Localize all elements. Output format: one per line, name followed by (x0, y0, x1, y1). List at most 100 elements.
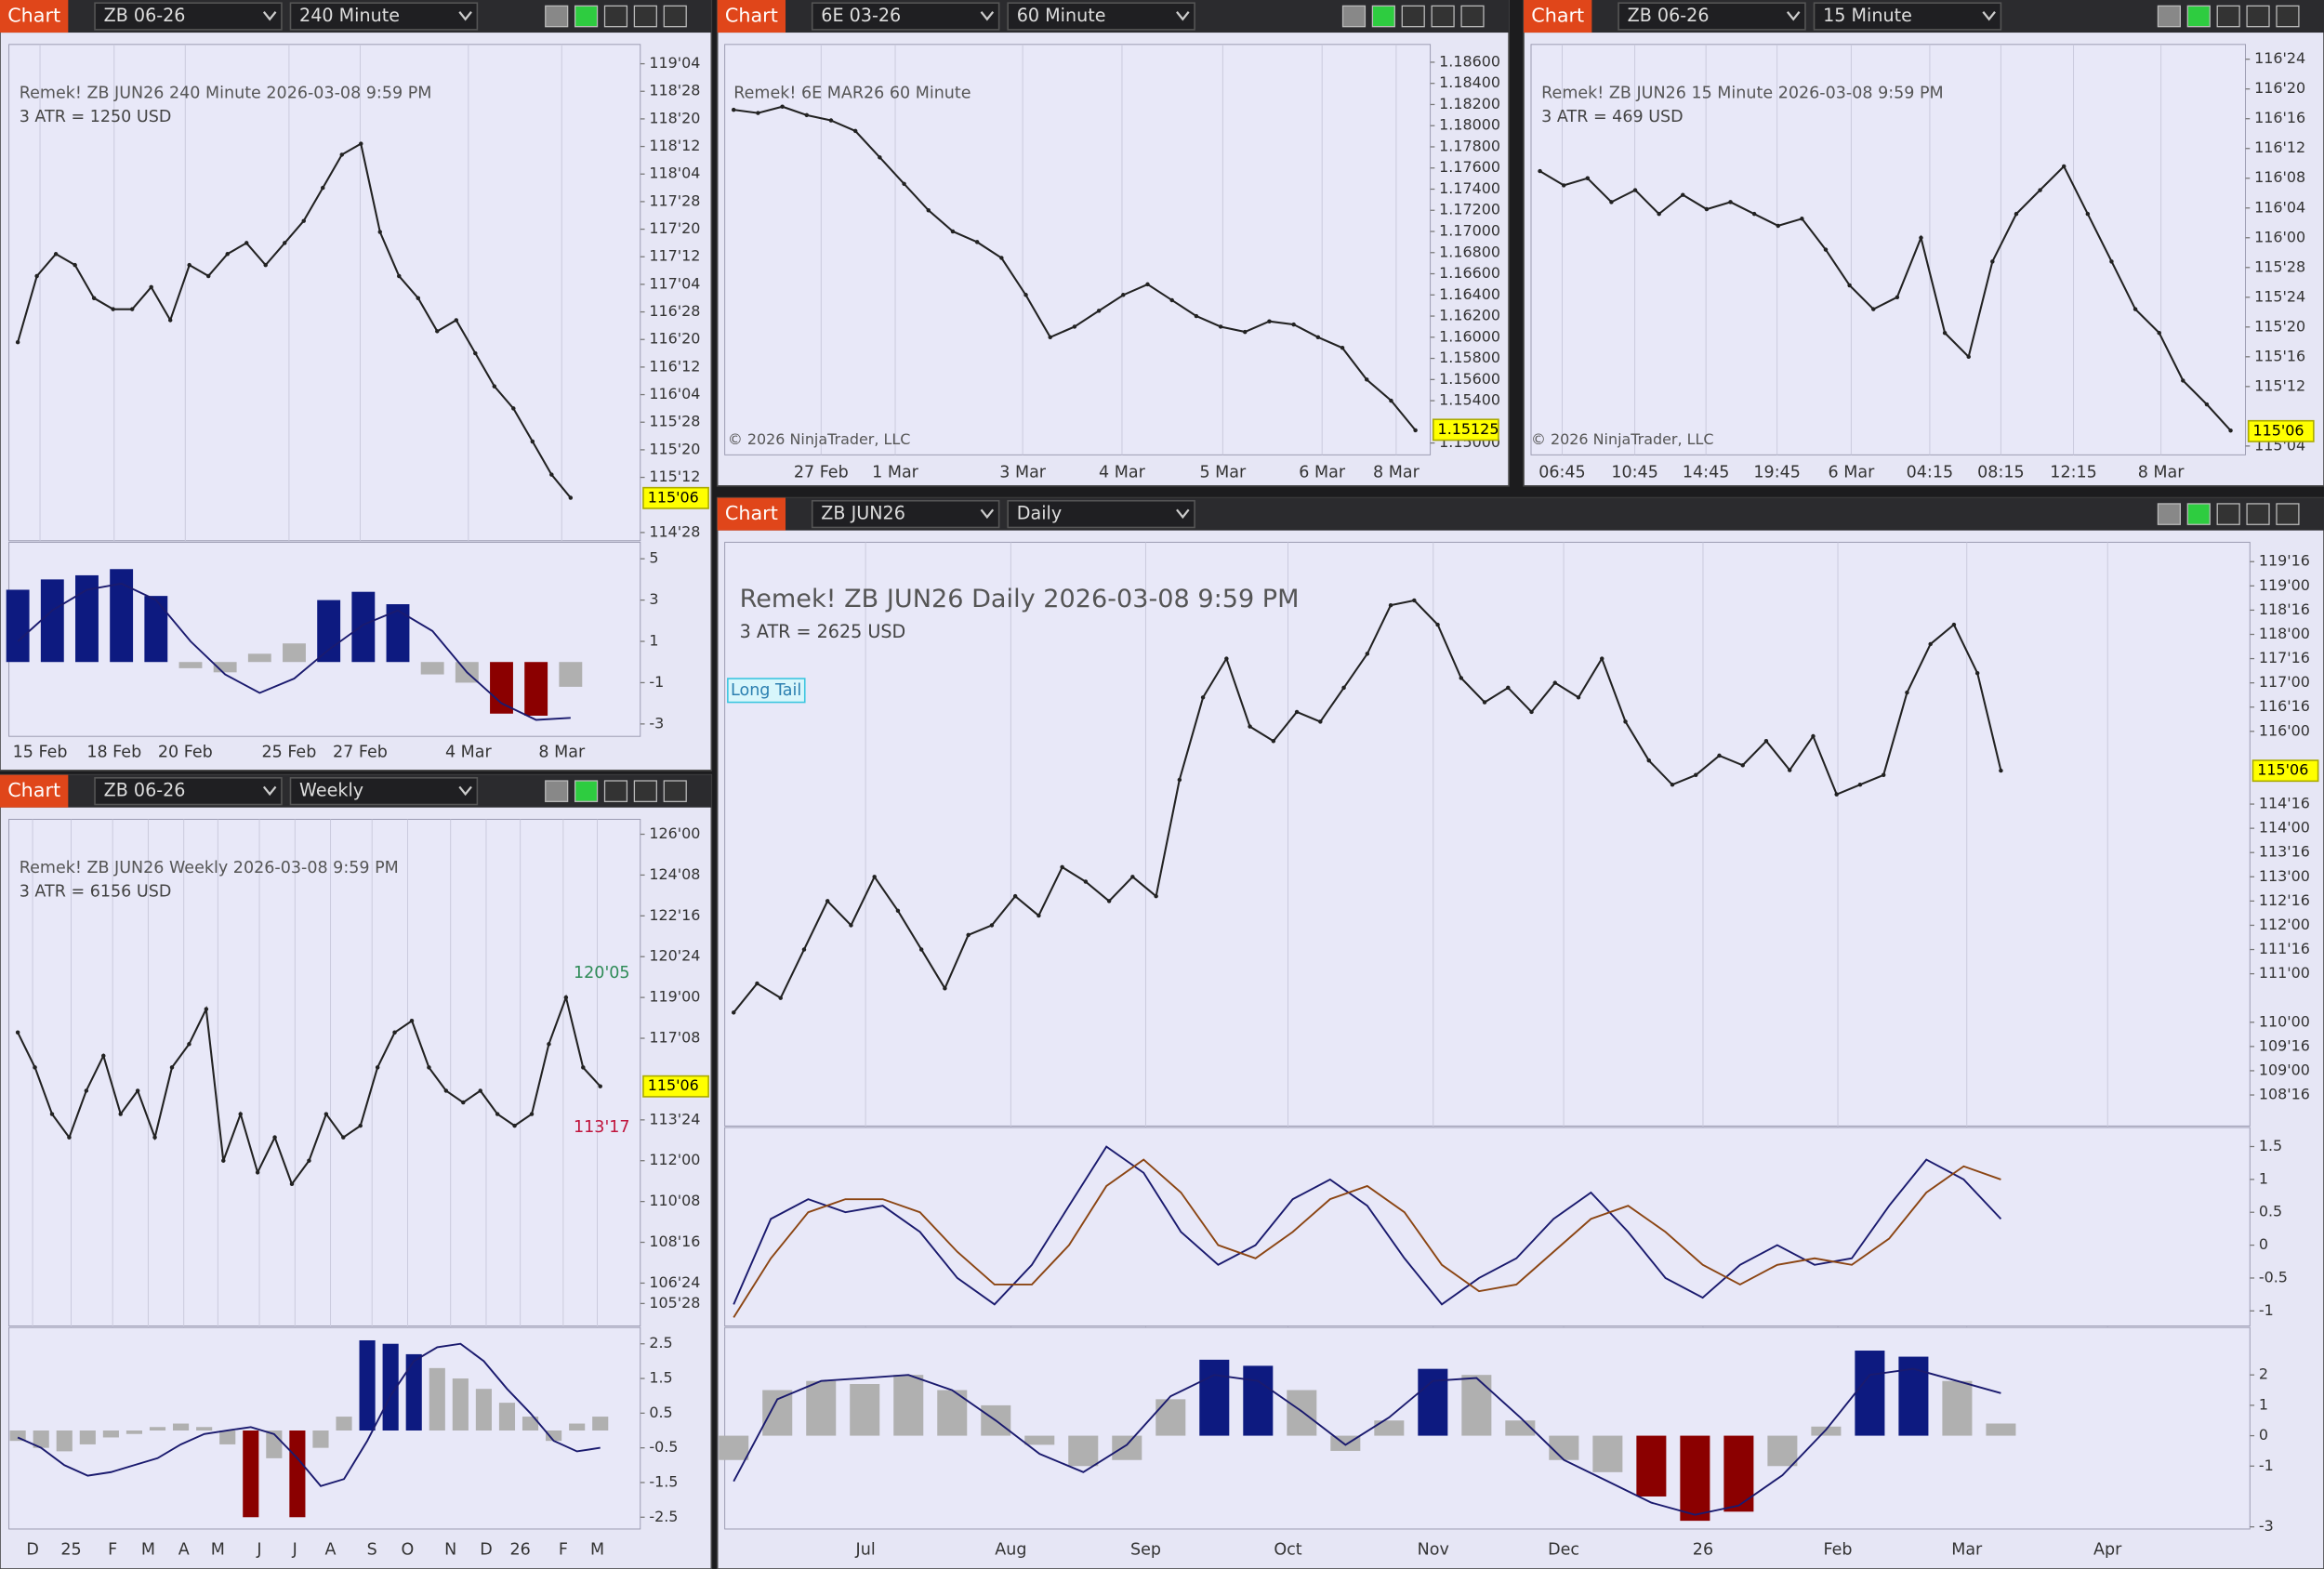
window-control[interactable] (2186, 503, 2211, 525)
window-control[interactable] (1460, 5, 1485, 28)
interval-label[interactable]: 240 Minute (299, 5, 400, 26)
indicator-line (733, 1367, 2001, 1516)
instrument-dropdown[interactable] (811, 2, 1000, 31)
chart-button[interactable] (1524, 0, 1592, 33)
window-control[interactable] (1431, 5, 1455, 28)
chart-button[interactable] (717, 497, 786, 531)
dropdown-arrow[interactable] (458, 785, 472, 797)
close-point (1048, 335, 1052, 340)
interval-label[interactable]: Weekly (299, 780, 363, 801)
window-control[interactable] (2157, 5, 2181, 28)
instrument-label[interactable]: ZB 06-26 (104, 780, 186, 801)
y-tick-label: 116'04 (2254, 198, 2305, 216)
window-control[interactable] (1371, 5, 1395, 28)
interval-dropdown[interactable] (289, 2, 479, 31)
close-point (2157, 330, 2161, 336)
window-control[interactable] (2276, 503, 2300, 525)
close-point (1787, 768, 1792, 772)
chart-button[interactable] (0, 774, 69, 808)
interval-dropdown[interactable] (1007, 499, 1195, 529)
window-control[interactable] (663, 780, 687, 802)
dropdown-arrow[interactable] (1786, 11, 1801, 21)
interval-label[interactable]: 60 Minute (1017, 5, 1106, 26)
window-control[interactable] (2157, 503, 2181, 525)
y-tick-label: 116'00 (2259, 721, 2310, 739)
dropdown-arrow[interactable] (1982, 11, 1996, 21)
price-panel (8, 818, 641, 1327)
dropdown-arrow[interactable] (1176, 508, 1190, 520)
y-tick-label: 119'04 (649, 54, 700, 72)
window-control[interactable] (1341, 5, 1367, 28)
window-control[interactable] (545, 5, 569, 28)
close-point (1717, 753, 1722, 758)
instrument-dropdown[interactable] (1618, 2, 1806, 31)
dropdown-arrow[interactable] (980, 508, 995, 520)
interval-dropdown[interactable] (1007, 2, 1195, 31)
window-control[interactable] (603, 5, 628, 28)
dropdown-arrow[interactable] (458, 11, 472, 21)
close-point (1023, 293, 1028, 297)
histogram-bar (1287, 1390, 1317, 1436)
y-tick-label: 115'28 (2254, 257, 2305, 275)
y-tick-label: 1 (2259, 1169, 2268, 1187)
y-tick-label: 116'12 (2254, 138, 2305, 156)
histogram-bar (1680, 1435, 1710, 1522)
histogram-bar (1418, 1368, 1448, 1436)
instrument-label[interactable]: ZB JUN26 (821, 503, 905, 524)
interval-dropdown[interactable] (1813, 2, 2002, 31)
instrument-label[interactable]: ZB 06-26 (104, 5, 186, 26)
close-point (828, 118, 834, 123)
y-tick-label: 116'20 (649, 330, 700, 348)
window-control[interactable] (1401, 5, 1425, 28)
interval-label[interactable]: 15 Minute (1823, 5, 1912, 26)
instrument-dropdown[interactable] (94, 777, 283, 806)
y-tick-label: 1.16600 (1439, 264, 1500, 282)
close-point (289, 1181, 295, 1187)
chart-button-label[interactable]: Chart (725, 5, 778, 27)
instrument-label[interactable]: 6E 03-26 (821, 5, 901, 26)
window-control[interactable] (2216, 503, 2240, 525)
chart-button-label[interactable]: Chart (1531, 5, 1584, 27)
instrument-label[interactable]: ZB 06-26 (1628, 5, 1710, 26)
chart-button-label[interactable]: Chart (7, 5, 60, 27)
interval-dropdown[interactable] (289, 777, 479, 806)
interval-label[interactable]: Daily (1017, 503, 1062, 524)
window-control[interactable] (663, 5, 687, 28)
y-tick-label: 1.17200 (1439, 201, 1500, 218)
y-tick-label: 115'24 (2254, 287, 2305, 305)
close-point (1096, 309, 1102, 313)
window-control[interactable] (2246, 503, 2270, 525)
chart-button[interactable] (0, 0, 69, 33)
window-control[interactable] (2186, 5, 2211, 28)
window-control[interactable] (633, 5, 657, 28)
chart-button[interactable] (717, 0, 786, 33)
instrument-dropdown[interactable] (811, 499, 1000, 529)
window-control[interactable] (2216, 5, 2240, 28)
x-tick-label: 6 Mar (1829, 463, 1876, 481)
y-tick-label: 109'00 (2259, 1061, 2310, 1078)
histogram-bar (452, 1378, 469, 1431)
window-control[interactable] (603, 780, 628, 802)
chart-button-label[interactable]: Chart (725, 502, 778, 524)
close-point (324, 1112, 329, 1116)
window-control[interactable] (633, 780, 657, 802)
window-control[interactable] (574, 5, 599, 28)
dropdown-arrow[interactable] (262, 11, 277, 21)
histogram-bar (247, 653, 271, 663)
chart-button-label[interactable]: Chart (7, 779, 60, 801)
window-control[interactable] (2246, 5, 2270, 28)
window-control[interactable] (2276, 5, 2300, 28)
y-tick-label: 118'04 (649, 165, 700, 182)
x-tick-label: D (480, 1540, 493, 1559)
instrument-dropdown[interactable] (94, 2, 283, 31)
close-point (225, 252, 230, 257)
dropdown-arrow[interactable] (262, 785, 277, 797)
dropdown-arrow[interactable] (1176, 11, 1190, 21)
close-point (895, 908, 901, 914)
close-point (1990, 259, 1995, 264)
dropdown-arrow[interactable] (980, 11, 995, 21)
close-point (1871, 307, 1876, 311)
window-control[interactable] (574, 780, 599, 802)
close-point (473, 350, 478, 356)
window-control[interactable] (545, 780, 569, 802)
